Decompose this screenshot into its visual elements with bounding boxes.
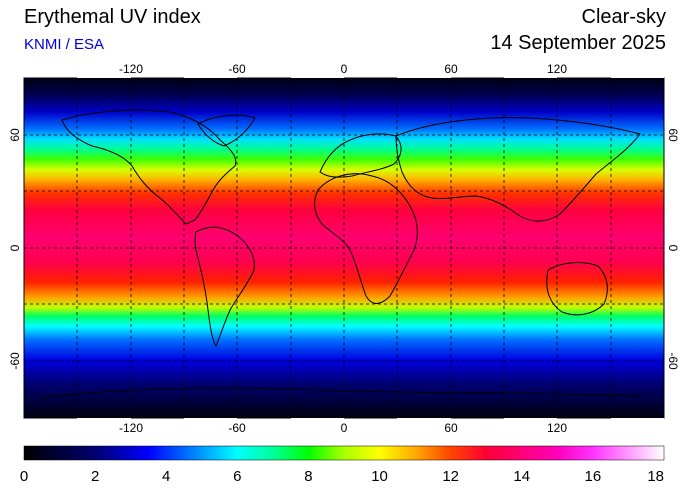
- lon-tick-bottom-60w: -60: [228, 421, 246, 435]
- graticule: [24, 78, 664, 418]
- colorbar: 0 2 4 6 8 10 12 14 16 18: [20, 445, 665, 485]
- lon-tick-bottom-60e: 60: [444, 421, 458, 435]
- colorbar-label-10: 10: [371, 468, 388, 485]
- map-title: Erythemal UV index: [24, 6, 201, 28]
- coast-antarctica: [39, 387, 641, 399]
- colorbar-label-2: 2: [91, 468, 99, 485]
- colorbar-label-8: 8: [304, 468, 312, 485]
- coast-south-america: [194, 226, 255, 348]
- lon-tick-bottom-120e: 120: [547, 421, 567, 435]
- lat-tick-left-60n: 60: [8, 128, 22, 142]
- lon-tick-top-120e: 120: [547, 62, 567, 76]
- date-label: 14 September 2025: [490, 32, 666, 54]
- coast-greenland: [197, 114, 256, 147]
- coast-asia: [395, 117, 641, 222]
- colorbar-label-12: 12: [442, 468, 459, 485]
- lon-tick-bottom-120w: -120: [119, 421, 143, 435]
- colorbar-gradient: [23, 445, 665, 461]
- colorbar-label-18: 18: [647, 468, 664, 485]
- coast-australia: [546, 262, 608, 316]
- lat-tick-right-60s: -60: [666, 352, 680, 370]
- lon-tick-top-60w: -60: [228, 62, 246, 76]
- coast-europe: [319, 133, 402, 178]
- colorbar-label-6: 6: [233, 468, 241, 485]
- colorbar-label-16: 16: [585, 468, 602, 485]
- coast-africa: [314, 173, 418, 304]
- colorbar-label-14: 14: [513, 468, 530, 485]
- lat-tick-left-0: 0: [8, 244, 22, 251]
- lat-tick-left-60s: -60: [8, 352, 22, 370]
- lon-tick-bottom-0: 0: [341, 421, 348, 435]
- colorbar-label-0: 0: [20, 468, 28, 485]
- lon-tick-top-0: 0: [341, 62, 348, 76]
- source-label: KNMI / ESA: [24, 36, 105, 53]
- lon-tick-top-60e: 60: [444, 62, 458, 76]
- map-frame: [23, 76, 665, 420]
- sky-mode-label: Clear-sky: [581, 6, 666, 28]
- colorbar-label-4: 4: [162, 468, 170, 485]
- lat-tick-right-60n: 60: [666, 128, 680, 142]
- lat-tick-right-0: 0: [666, 245, 680, 252]
- lon-tick-top-120w: -120: [119, 62, 143, 76]
- map-panel: -120 -60 0 60 120 -120 -60 0 60 120 60 0…: [8, 62, 680, 435]
